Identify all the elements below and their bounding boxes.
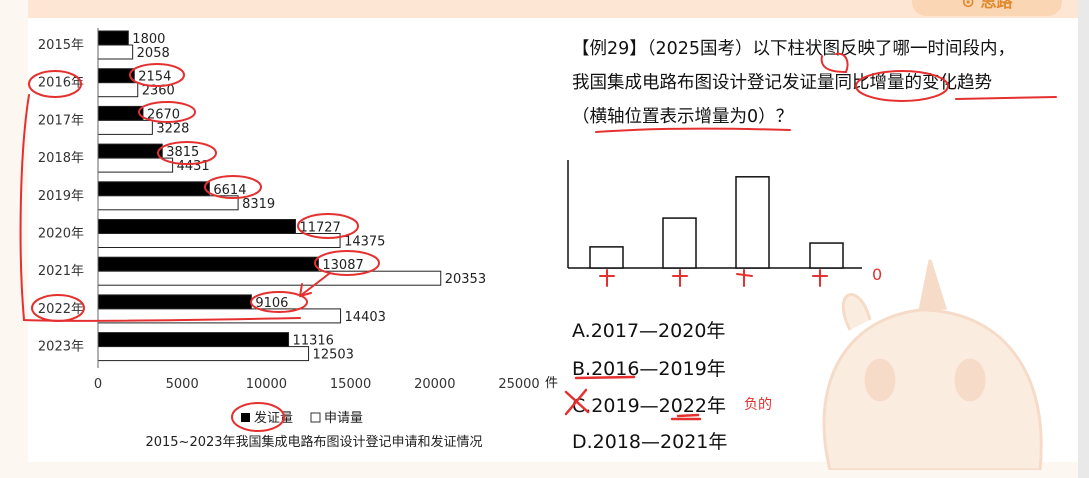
bar-issued <box>97 30 129 46</box>
circle-mark-legend <box>231 402 285 432</box>
mascot-watermark <box>822 259 1043 470</box>
mini-bar <box>662 217 697 269</box>
bar-issued <box>97 219 296 234</box>
x-tick-label: 25000 <box>498 377 539 392</box>
x-unit-label: 件 <box>545 376 558 391</box>
category-label: 2022年 <box>38 302 84 317</box>
legend-swatch-applied <box>310 412 321 423</box>
circle-mark-2154 <box>129 63 185 87</box>
value-label-applied: 2360 <box>142 84 175 99</box>
thinking-badge: ⊙ 思路 <box>912 0 1062 16</box>
question-line-1: 【例29】（2025国考）以下柱状图反映了哪一时间段内， <box>572 39 1016 59</box>
value-label-applied: 14403 <box>345 310 386 325</box>
category-label: 2020年 <box>38 227 84 242</box>
bar-applied <box>97 233 341 248</box>
arrow-head <box>299 283 312 297</box>
value-label-issued: 1800 <box>132 32 165 47</box>
x-tick-label: 15000 <box>330 377 371 392</box>
bar-applied <box>97 44 134 60</box>
option-a[interactable]: A.2017—2020年 <box>572 320 726 342</box>
value-label-issued: 11316 <box>293 334 334 349</box>
value-label-applied: 8319 <box>242 197 275 212</box>
circle-mark-3815 <box>157 141 217 165</box>
mini-tick-marks <box>599 269 828 287</box>
bar-applied <box>97 195 239 211</box>
legend-label-applied: 申请量 <box>324 411 363 426</box>
category-label: 2023年 <box>38 340 84 355</box>
value-label-applied: 20353 <box>445 272 486 287</box>
bracket-mark <box>19 94 301 322</box>
question-line-3: （横轴位置表示增量为0）？ <box>572 107 794 127</box>
x-tick-label: 5000 <box>166 377 199 392</box>
bar-applied <box>97 119 153 135</box>
bar-applied <box>97 270 442 286</box>
bar-issued <box>97 294 252 310</box>
value-label-issued: 13087 <box>322 258 363 273</box>
circle-mark-9106 <box>250 291 308 313</box>
value-label-issued: 2154 <box>138 70 171 85</box>
legend-label-issued: 发证量 <box>254 410 293 426</box>
option-c[interactable]: C.2019—2022年 <box>572 395 727 417</box>
bar-issued <box>97 143 163 159</box>
x-tick-label: 20000 <box>414 377 455 392</box>
note-negative: 负的 <box>744 397 772 413</box>
category-label: 2017年 <box>38 113 84 128</box>
mini-increment-chart: 0 <box>567 160 882 287</box>
mini-bar <box>589 246 624 269</box>
bar-issued <box>97 68 135 84</box>
category-label: 2019年 <box>38 189 84 204</box>
value-label-applied: 14375 <box>344 235 385 250</box>
x-tick-label: 10000 <box>246 377 287 392</box>
bar-issued <box>97 181 210 197</box>
bar-issued <box>97 256 319 272</box>
option-d[interactable]: D.2018—2021年 <box>572 431 728 453</box>
category-label: 2015年 <box>38 38 84 53</box>
value-label-applied: 3228 <box>156 121 189 136</box>
circle-mark-2670 <box>138 101 196 123</box>
bar-issued <box>97 332 290 348</box>
bar-applied <box>97 82 139 98</box>
legend-swatch-issued <box>241 413 250 422</box>
bar-applied <box>97 157 174 173</box>
bar-issued <box>97 105 144 121</box>
option-b[interactable]: B.2016—2019年 <box>572 358 726 380</box>
value-label-applied: 12503 <box>313 348 354 363</box>
bar-applied <box>97 346 310 362</box>
mini-bar <box>735 176 770 269</box>
circle-mark-2016 <box>28 70 82 98</box>
value-label-issued: 6614 <box>213 183 246 198</box>
arrow-mark <box>299 272 331 297</box>
question-line-2: 我国集成电路布图设计登记发证量同比增量的变化趋势 <box>572 73 992 93</box>
value-label-issued: 11727 <box>299 221 340 236</box>
circle-mark-6614 <box>204 175 262 199</box>
category-label: 2021年 <box>38 264 84 279</box>
x-tick-label: 0 <box>94 377 102 392</box>
header-strip <box>28 0 1078 18</box>
value-label-issued: 2670 <box>147 107 180 122</box>
category-label: 2018年 <box>38 151 84 166</box>
mini-bar <box>809 242 844 269</box>
bar-chart: 2015年 2016年 2017年 2018年 2019年 2020年 2021年 2022年… <box>19 28 558 450</box>
value-label-issued: 9106 <box>255 296 288 311</box>
value-label-issued: 3815 <box>166 145 199 160</box>
mini-axis-zero: 0 <box>872 265 882 284</box>
circle-mark-13087 <box>314 250 380 276</box>
category-label: 2016年 <box>38 76 84 91</box>
circle-mark-11727 <box>297 213 359 239</box>
question-text: 【例29】（2025国考）以下柱状图反映了哪一时间段内， 我国集成电路布图设计登… <box>572 32 1072 134</box>
value-label-applied: 2058 <box>137 46 170 61</box>
chart-title: 2015~2023年我国集成电路布图设计登记申请和发证情况 <box>145 434 482 450</box>
handwritten-annotations <box>19 63 380 432</box>
window-edge <box>1078 0 1089 478</box>
